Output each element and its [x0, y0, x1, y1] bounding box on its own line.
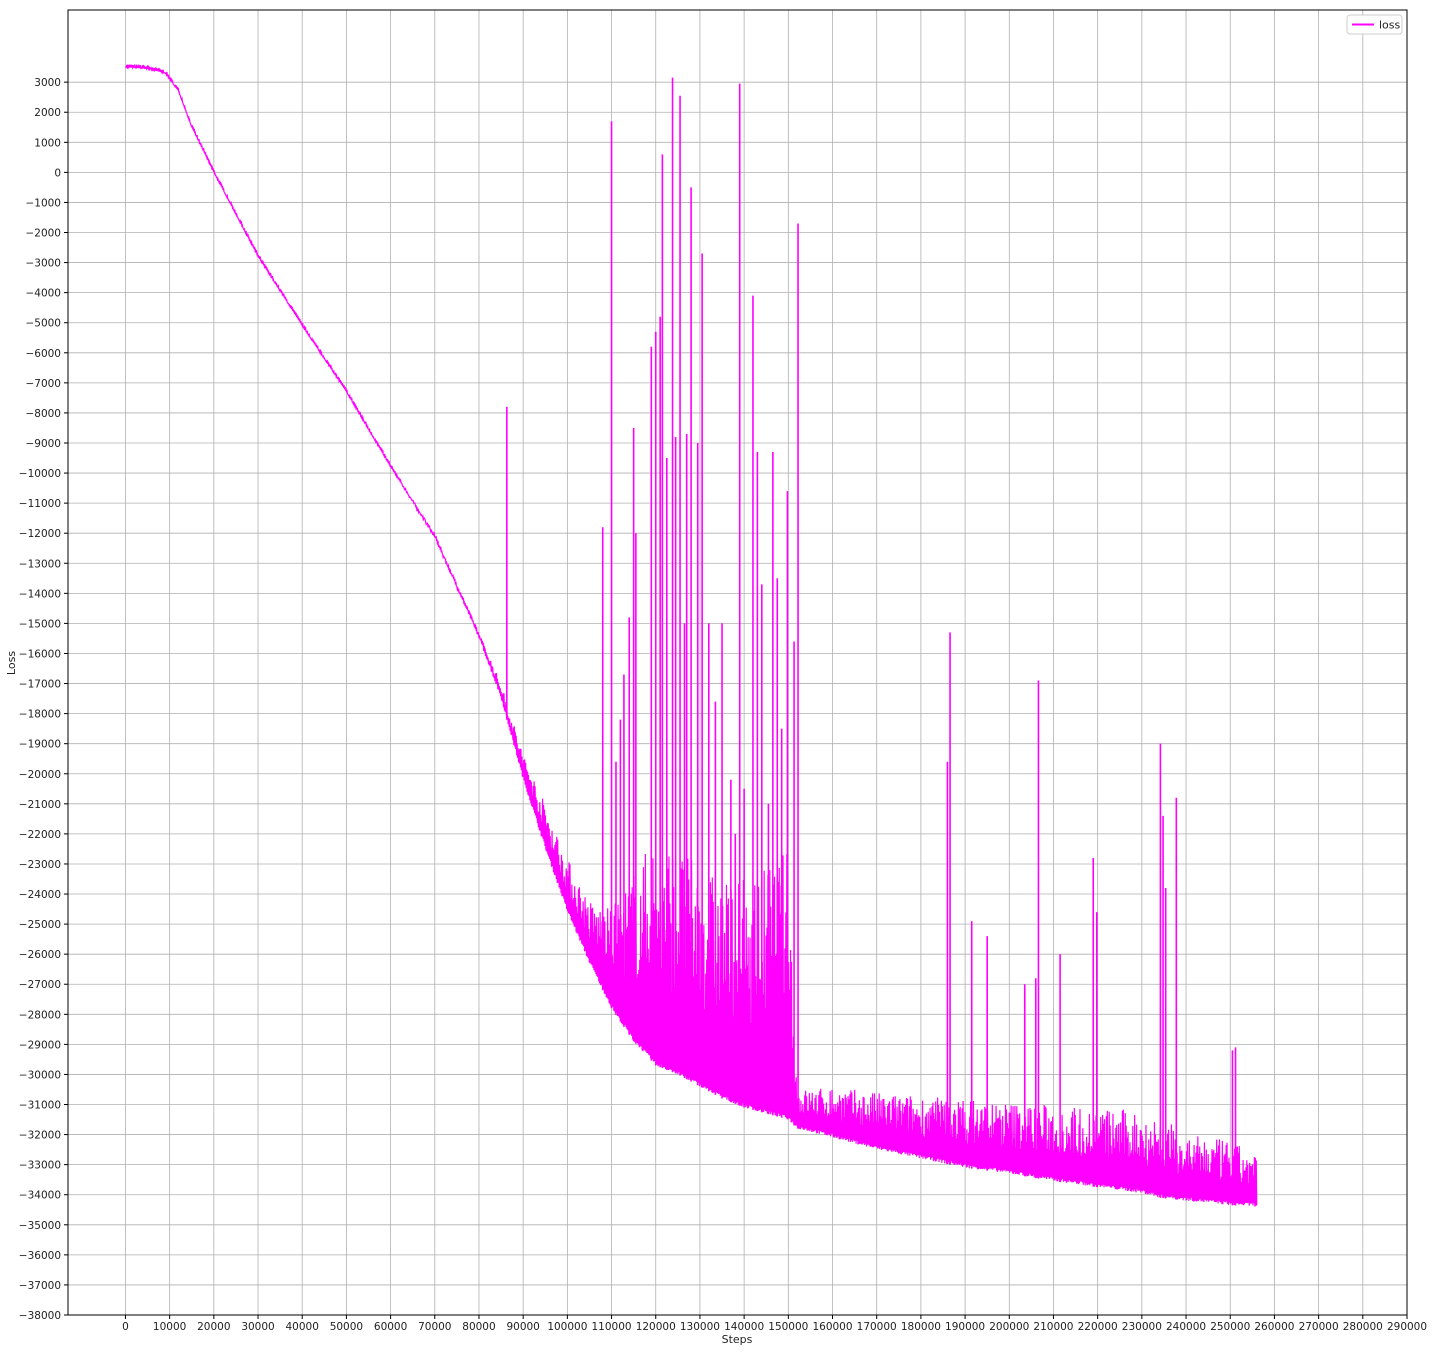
- plot-frame: [67, 9, 1408, 1316]
- y-tick-label: −2000: [25, 228, 61, 240]
- y-tick-label: −27000: [19, 979, 61, 991]
- y-tick-label: −24000: [19, 889, 61, 901]
- plot-area: [68, 10, 1407, 1315]
- y-tick-label: 2000: [34, 107, 61, 119]
- y-tick-label: −20000: [19, 769, 61, 781]
- y-tick-label: 3000: [34, 77, 61, 89]
- x-tick-label: 140000: [724, 1321, 764, 1333]
- x-axis-label: Steps: [722, 1333, 753, 1346]
- y-tick-label: −11000: [19, 498, 61, 510]
- y-tick-label: −12000: [19, 528, 61, 540]
- y-tick-label: −1000: [25, 197, 61, 209]
- y-tick-label: −15000: [19, 618, 61, 630]
- y-tick-label: −38000: [19, 1310, 61, 1322]
- x-tick-label: 130000: [680, 1321, 720, 1333]
- x-tick-label: 150000: [768, 1321, 808, 1333]
- x-tick-label: 260000: [1254, 1321, 1294, 1333]
- y-tick-label: −14000: [19, 588, 61, 600]
- y-tick-label: −36000: [19, 1250, 61, 1262]
- x-tick-label: 70000: [418, 1321, 451, 1333]
- y-tick-label: −28000: [19, 1009, 61, 1021]
- loss-series: [125, 64, 1258, 1207]
- y-tick-label: −25000: [19, 919, 61, 931]
- x-tick-label: 270000: [1299, 1321, 1339, 1333]
- x-tick-label: 190000: [945, 1321, 985, 1333]
- y-tick-label: 1000: [34, 137, 61, 149]
- y-tick-label: −6000: [25, 348, 61, 360]
- y-tick-label: −4000: [25, 288, 61, 300]
- x-tick-label: 110000: [592, 1321, 632, 1333]
- y-tick-label: −22000: [19, 829, 61, 841]
- x-tick-label: 250000: [1210, 1321, 1250, 1333]
- y-tick-label: −23000: [19, 859, 61, 871]
- y-tick-label: −26000: [19, 949, 61, 961]
- x-tick-label: 210000: [1033, 1321, 1073, 1333]
- x-tick-label: 20000: [197, 1321, 230, 1333]
- x-tick-label: 200000: [989, 1321, 1029, 1333]
- y-tick-label: −31000: [19, 1100, 61, 1112]
- x-tick-label: 170000: [857, 1321, 897, 1333]
- x-tick-label: 180000: [901, 1321, 941, 1333]
- legend-label: loss: [1379, 19, 1401, 32]
- axis-ticks: 0 10000 20000 30000 40000 50000 60000 70000 8000…: [19, 77, 1427, 1333]
- y-tick-label: −3000: [25, 258, 61, 270]
- x-tick-label: 90000: [506, 1321, 539, 1333]
- y-tick-label: −10000: [19, 468, 61, 480]
- x-tick-label: 230000: [1122, 1321, 1162, 1333]
- y-tick-label: −7000: [25, 378, 61, 390]
- x-tick-label: 240000: [1166, 1321, 1206, 1333]
- y-tick-label: −18000: [19, 709, 61, 721]
- y-tick-label: −21000: [19, 799, 61, 811]
- y-tick-label: −32000: [19, 1130, 61, 1142]
- y-tick-label: −5000: [25, 318, 61, 330]
- y-tick-label: −29000: [19, 1039, 61, 1051]
- y-tick-label: −17000: [19, 679, 61, 691]
- y-tick-label: −8000: [25, 408, 61, 420]
- legend-box: [1346, 14, 1403, 35]
- x-tick-label: 100000: [547, 1321, 587, 1333]
- y-tick-label: −35000: [19, 1220, 61, 1232]
- y-tick-label: −16000: [19, 648, 61, 660]
- y-tick-label: −37000: [19, 1280, 61, 1292]
- x-tick-label: 290000: [1387, 1321, 1427, 1333]
- y-tick-label: −30000: [19, 1069, 61, 1081]
- y-tick-label: −9000: [25, 438, 61, 450]
- x-tick-label: 0: [122, 1321, 129, 1333]
- y-tick-label: −19000: [19, 739, 61, 751]
- x-tick-label: 40000: [286, 1321, 319, 1333]
- y-tick-label: 0: [54, 167, 61, 179]
- x-tick-label: 30000: [241, 1321, 274, 1333]
- x-tick-label: 280000: [1343, 1321, 1383, 1333]
- y-tick-label: −34000: [19, 1190, 61, 1202]
- x-tick-label: 120000: [636, 1321, 676, 1333]
- x-tick-label: 50000: [330, 1321, 363, 1333]
- x-tick-label: 60000: [374, 1321, 407, 1333]
- y-tick-label: −33000: [19, 1160, 61, 1172]
- x-tick-label: 160000: [812, 1321, 852, 1333]
- x-tick-label: 10000: [153, 1321, 186, 1333]
- x-tick-label: 80000: [462, 1321, 495, 1333]
- legend: loss: [1346, 14, 1403, 35]
- x-tick-label: 220000: [1078, 1321, 1118, 1333]
- y-axis-label: Loss: [5, 651, 18, 675]
- y-tick-label: −13000: [19, 558, 61, 570]
